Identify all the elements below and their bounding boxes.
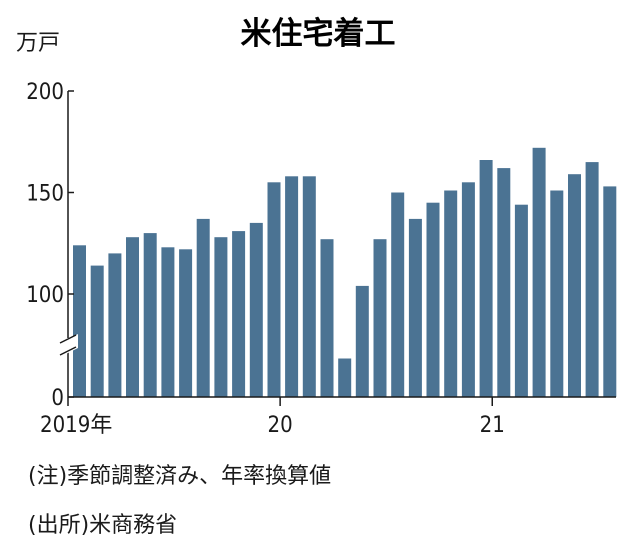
bar-5 — [161, 247, 175, 397]
bar-27 — [550, 190, 564, 397]
bar-22 — [461, 182, 475, 397]
bar-8 — [214, 237, 228, 397]
axis-break-mark-lower — [59, 346, 77, 356]
bars — [73, 147, 617, 397]
bar-7 — [196, 218, 210, 397]
bar-12 — [285, 176, 299, 397]
note-source: (出所)米商務省 — [28, 513, 178, 538]
bar-26 — [532, 147, 546, 397]
y-tick-label-0: 200 — [26, 80, 64, 105]
bar-4 — [143, 233, 157, 397]
axis-break-mark-upper — [59, 334, 77, 344]
axis-break-gap — [58, 334, 78, 358]
bar-14 — [320, 239, 334, 397]
x-tick-label-2: 21 — [480, 413, 505, 438]
bar-19 — [408, 218, 422, 397]
bar-15 — [338, 358, 352, 397]
bar-6 — [179, 249, 193, 397]
y-tick-label-1: 150 — [26, 182, 64, 207]
bar-20 — [426, 202, 440, 397]
bar-11 — [267, 182, 281, 397]
bar-23 — [479, 160, 493, 397]
bar-3 — [126, 237, 139, 397]
bar-10 — [249, 222, 263, 397]
y-axis: 200 150 100 0 — [26, 80, 78, 411]
bar-2 — [108, 253, 122, 397]
bar-16 — [355, 285, 369, 397]
bar-24 — [497, 168, 511, 397]
bar-29 — [585, 162, 599, 397]
bar-0 — [73, 245, 86, 397]
y-tick-label-3: 0 — [51, 386, 64, 411]
chart-title: 米住宅着工 — [241, 16, 396, 52]
bar-13 — [302, 176, 316, 397]
bar-18 — [391, 192, 405, 397]
bar-9 — [232, 231, 246, 397]
y-axis-unit: 万戸 — [16, 31, 60, 56]
note-seasonal-adjustment: (注)季節調整済み、年率換算値 — [28, 464, 332, 489]
bar-30 — [603, 186, 617, 397]
bar-28 — [568, 174, 581, 397]
bar-1 — [90, 265, 104, 397]
bar-25 — [514, 204, 528, 397]
x-tick-label-1: 20 — [268, 413, 293, 438]
y-tick-label-2: 100 — [26, 283, 64, 308]
bar-21 — [444, 190, 458, 397]
x-axis: 2019年 20 21 — [40, 396, 616, 438]
x-tick-label-0: 2019年 — [40, 413, 112, 438]
bar-17 — [373, 239, 387, 397]
